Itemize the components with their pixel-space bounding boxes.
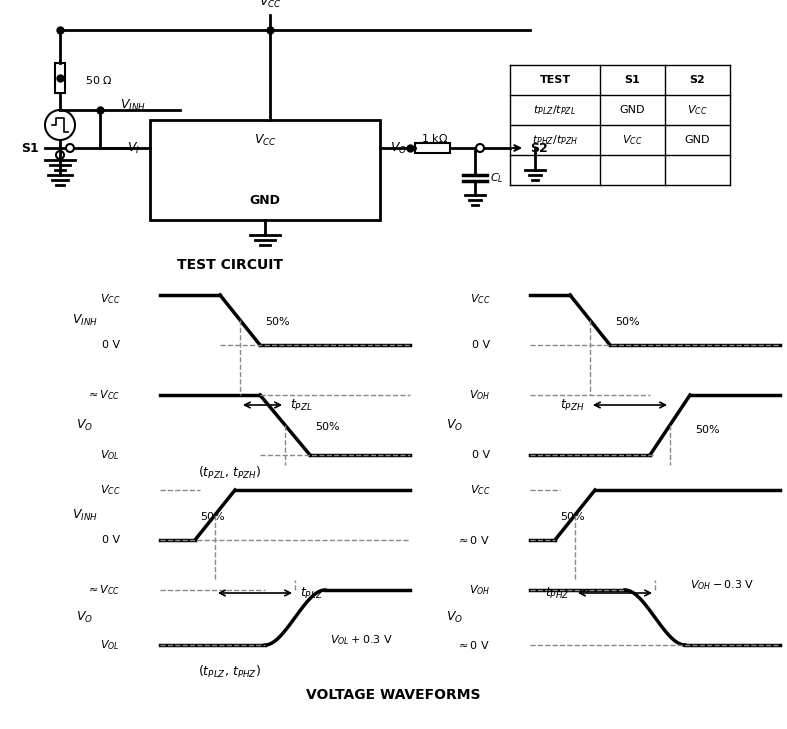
Text: $V_{CC}$: $V_{CC}$	[100, 292, 120, 305]
Circle shape	[476, 144, 484, 152]
Text: $V_{CC}$: $V_{CC}$	[253, 133, 276, 147]
Text: $t_{PZH}$: $t_{PZH}$	[560, 397, 585, 413]
Text: TEST CIRCUIT: TEST CIRCUIT	[177, 258, 283, 272]
Text: $t_{PHZ}$: $t_{PHZ}$	[545, 585, 570, 601]
Text: 50 $\Omega$: 50 $\Omega$	[85, 74, 113, 86]
Text: TEST: TEST	[539, 75, 571, 85]
Text: $V_O$: $V_O$	[446, 418, 464, 432]
Text: $V_{CC}$: $V_{CC}$	[470, 292, 490, 305]
Text: GND: GND	[684, 135, 710, 145]
Text: $t_{PZL}$: $t_{PZL}$	[290, 397, 312, 413]
Text: $V_{INH}$: $V_{INH}$	[72, 507, 98, 523]
Text: S1: S1	[624, 75, 640, 85]
Text: S2: S2	[689, 75, 705, 85]
Text: $V_{CC}$: $V_{CC}$	[622, 133, 642, 147]
Text: GND: GND	[619, 105, 645, 115]
Circle shape	[45, 110, 75, 140]
Text: $V_{INH}$: $V_{INH}$	[120, 98, 146, 112]
Text: $\approx 0$ V: $\approx 0$ V	[456, 639, 490, 651]
Text: $\approx 0$ V: $\approx 0$ V	[456, 534, 490, 546]
Text: S2: S2	[530, 141, 548, 155]
FancyBboxPatch shape	[150, 120, 380, 220]
Text: $V_I$: $V_I$	[127, 141, 140, 155]
Text: ($t_{PLZ}$, $t_{PHZ}$): ($t_{PLZ}$, $t_{PHZ}$)	[198, 664, 261, 680]
Text: $V_{OH}$: $V_{OH}$	[468, 583, 490, 597]
Text: $V_{OH}$: $V_{OH}$	[468, 388, 490, 402]
Text: $V_{CC}$: $V_{CC}$	[687, 103, 708, 117]
Text: $\approx V_{CC}$: $\approx V_{CC}$	[86, 583, 120, 597]
Circle shape	[56, 151, 64, 159]
FancyBboxPatch shape	[415, 143, 450, 153]
Text: 0 V: 0 V	[102, 535, 120, 545]
Text: 50%: 50%	[200, 512, 224, 522]
Text: $V_{OH}-0.3$ V: $V_{OH}-0.3$ V	[690, 578, 754, 592]
Text: $V_{CC}$: $V_{CC}$	[470, 483, 490, 497]
Text: $V_{CC}$: $V_{CC}$	[259, 0, 282, 10]
Text: $V_O$: $V_O$	[446, 610, 464, 625]
Text: 0 V: 0 V	[102, 340, 120, 350]
Text: 50%: 50%	[265, 317, 290, 327]
Text: $V_O$: $V_O$	[76, 610, 94, 625]
Text: $t_{PLZ}/t_{PZL}$: $t_{PLZ}/t_{PZL}$	[534, 103, 577, 117]
Text: $\approx V_{CC}$: $\approx V_{CC}$	[86, 388, 120, 402]
Text: GND: GND	[249, 193, 280, 206]
Circle shape	[66, 144, 74, 152]
Text: 50%: 50%	[615, 317, 640, 327]
Text: 50%: 50%	[315, 422, 340, 432]
Text: $V_{CC}$: $V_{CC}$	[100, 483, 120, 497]
Text: 1 k$\Omega$: 1 k$\Omega$	[422, 132, 449, 144]
Text: $V_{OL}$: $V_{OL}$	[101, 638, 120, 652]
Text: $V_{INH}$: $V_{INH}$	[72, 313, 98, 327]
Text: 50%: 50%	[560, 512, 585, 522]
Text: ($t_{PZL}$, $t_{PZH}$): ($t_{PZL}$, $t_{PZH}$)	[198, 465, 261, 481]
Text: $V_{OL}$: $V_{OL}$	[101, 448, 120, 462]
FancyBboxPatch shape	[55, 63, 65, 93]
Text: VOLTAGE WAVEFORMS: VOLTAGE WAVEFORMS	[306, 688, 480, 702]
Text: $t_{PHZ}/t_{PZH}$: $t_{PHZ}/t_{PZH}$	[532, 133, 578, 147]
Text: $V_{OL}+0.3$ V: $V_{OL}+0.3$ V	[330, 633, 393, 647]
Text: 50%: 50%	[695, 425, 719, 435]
Text: $t_{PLZ}$: $t_{PLZ}$	[300, 585, 323, 601]
Text: $V_O$: $V_O$	[390, 141, 407, 155]
Text: $V_O$: $V_O$	[76, 418, 94, 432]
Text: 0 V: 0 V	[472, 340, 490, 350]
Text: S1: S1	[21, 141, 39, 155]
Text: $C_L$: $C_L$	[490, 171, 504, 185]
Text: 0 V: 0 V	[472, 450, 490, 460]
